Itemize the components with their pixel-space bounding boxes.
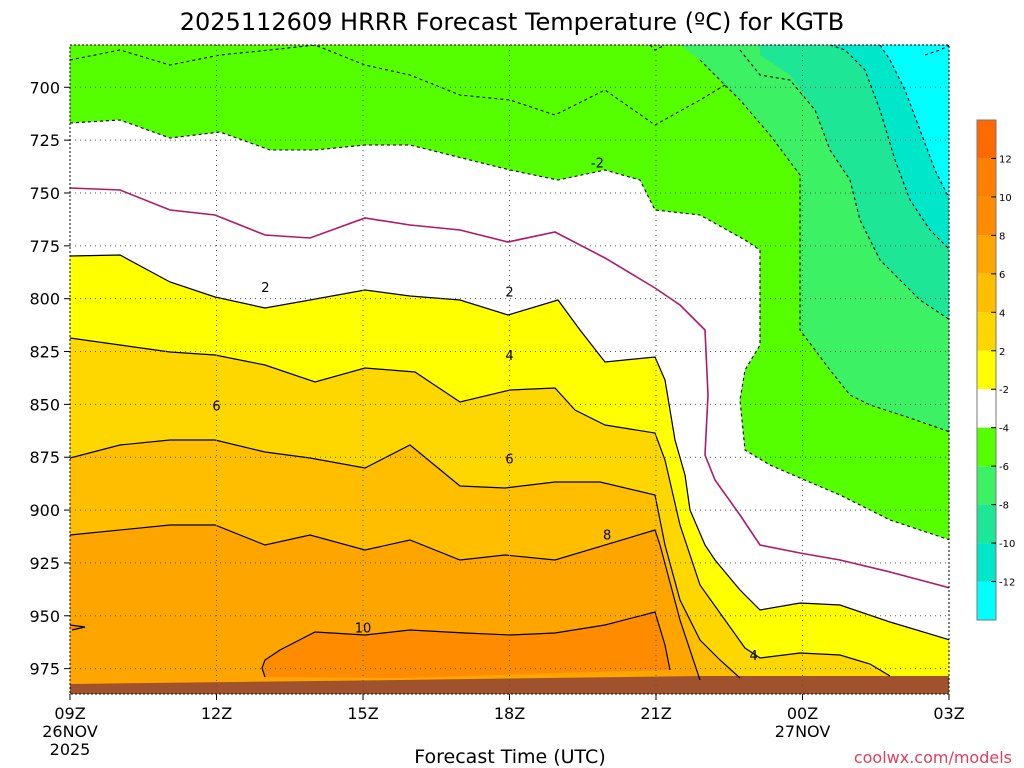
contour-neg2 <box>70 119 949 541</box>
x-tick-label: 12Z <box>201 704 232 723</box>
x-tick-label: 18Z <box>494 704 525 723</box>
colorbar-label: -6 <box>999 462 1009 473</box>
colorbar-swatch <box>977 196 996 236</box>
contour-neg2-top <box>70 45 726 126</box>
contour-2 <box>70 254 949 641</box>
contour-label: 10 <box>355 621 372 636</box>
y-tick-label: 850 <box>29 395 60 414</box>
colorbar-label: -2 <box>999 385 1009 396</box>
contour-8 <box>70 524 701 681</box>
y-tick-label: 900 <box>29 501 60 520</box>
x-tick-date: 27NOV <box>775 722 831 741</box>
colorbar: 12 10 8 6 4 2 -2 -4 -6 -8 -10 -12 <box>976 119 1015 621</box>
colorbar-label: -4 <box>999 424 1009 435</box>
band-10-12-pocket <box>70 625 85 630</box>
colorbar-swatch <box>977 350 996 390</box>
y-tick-label: 825 <box>29 343 60 362</box>
contour-label: -2 <box>591 156 604 171</box>
contour-label: 6 <box>212 399 220 414</box>
colorbar-label: -12 <box>999 578 1015 589</box>
y-tick-label: 875 <box>29 448 60 467</box>
x-tick-label: 00Z <box>787 704 818 723</box>
negative-contours <box>70 45 949 541</box>
colorbar-swatch <box>977 389 996 428</box>
credit-text: coolwx.com/models <box>854 748 1012 767</box>
x-tick-date: 26NOV <box>42 722 98 741</box>
y-tick-label: 975 <box>29 660 60 679</box>
band-10-12 <box>262 612 670 678</box>
colorbar-swatch <box>977 120 996 159</box>
colorbar-swatch <box>977 273 996 313</box>
contour-label: 6 <box>505 452 513 467</box>
contour-neg6 <box>739 49 949 320</box>
colorbar-label: 12 <box>999 154 1012 165</box>
x-tick-label: 21Z <box>640 704 671 723</box>
y-tick-label: 750 <box>29 184 60 203</box>
colorbar-swatch <box>977 504 996 544</box>
chart-title: 2025112609 HRRR Forecast Temperature (ºC… <box>180 8 845 36</box>
contour-label: 8 <box>603 528 611 543</box>
y-tick-label: 725 <box>29 131 60 150</box>
colorbar-swatch <box>977 158 996 197</box>
contour-10-pocket <box>70 624 86 631</box>
contour-labels: -2 2 2 4 6 6 8 10 4 <box>212 156 758 664</box>
contour-label: 2 <box>261 281 269 296</box>
colorbar-label: 2 <box>999 347 1005 358</box>
contour-label: 4 <box>505 349 513 364</box>
x-tick-label: 09Z <box>54 704 85 723</box>
x-tick-year: 2025 <box>50 740 91 759</box>
contour-label: 4 <box>750 649 758 664</box>
colorbar-swatch <box>977 543 996 582</box>
contour-4 <box>70 337 891 677</box>
x-tick-label: 15Z <box>347 704 378 723</box>
colorbar-swatch <box>977 581 996 620</box>
colorbar-label: 10 <box>999 193 1012 204</box>
x-tick-label: 03Z <box>933 704 964 723</box>
contour-neg4 <box>649 45 949 433</box>
plot-area <box>70 45 949 694</box>
y-tick-label: 950 <box>29 607 60 626</box>
band-neg4-neg2 <box>70 45 949 540</box>
colorbar-frame <box>976 119 997 621</box>
colorbar-swatch <box>977 312 996 351</box>
band-neg12-neg10 <box>880 45 949 198</box>
freezing-line <box>70 187 949 589</box>
contour-10 <box>261 611 671 678</box>
contour-neg10 <box>879 45 949 200</box>
colorbar-label: -10 <box>999 539 1015 550</box>
y-tick-label: 775 <box>29 237 60 256</box>
contour-neg8 <box>829 45 949 250</box>
colorbar-swatch <box>977 466 996 505</box>
y-tick-label: 800 <box>29 290 60 309</box>
colorbar-label: -8 <box>999 501 1009 512</box>
colorbar-swatch <box>977 427 996 467</box>
colorbar-label: 4 <box>999 308 1005 319</box>
contour-6 <box>70 439 741 679</box>
colorbar-label: 6 <box>999 270 1005 281</box>
colorbar-swatch <box>977 235 996 274</box>
contour-label: 2 <box>505 285 513 300</box>
y-tick-label: 700 <box>29 78 60 97</box>
positive-contours <box>70 254 949 681</box>
grid-lines <box>70 45 949 694</box>
y-tick-label: 925 <box>29 554 60 573</box>
colorbar-label: 8 <box>999 231 1005 242</box>
y-axis: 700 725 750 775 800 825 850 875 900 925 950 975 <box>29 78 70 679</box>
x-axis-label: Forecast Time (UTC) <box>414 746 605 768</box>
